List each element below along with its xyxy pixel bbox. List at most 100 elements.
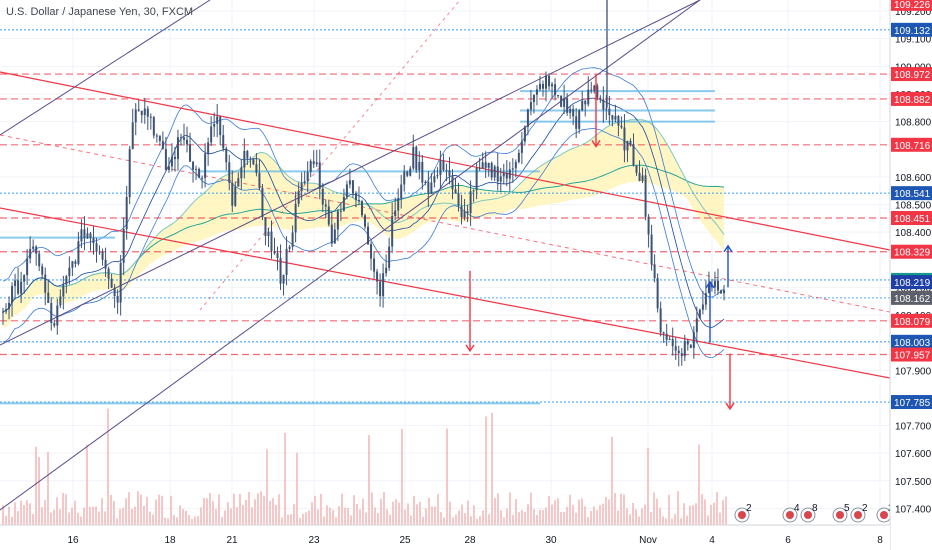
volume-bar [434, 506, 436, 525]
candle-body [330, 224, 333, 244]
candle-body [252, 159, 255, 165]
price-tag [891, 186, 932, 201]
candle-body [719, 290, 722, 294]
candle-body [23, 275, 26, 282]
event-markers: 248522 [734, 503, 894, 523]
candle-body [608, 108, 611, 116]
volume-bar [287, 514, 289, 525]
candle-body [219, 116, 222, 136]
candle-body [713, 280, 716, 288]
volume-bar [596, 510, 598, 525]
candle-body [581, 100, 584, 111]
candle-body [370, 244, 373, 259]
candle-body [327, 206, 330, 225]
volume-bar [137, 491, 139, 525]
volume-bar [95, 506, 97, 525]
candle-body [173, 156, 176, 160]
chart-title: U.S. Dollar / Japanese Yen, 30, FXCM [6, 6, 194, 18]
volume-bar [650, 512, 652, 525]
price-tick-label: 107.700 [895, 422, 932, 433]
candle-body [152, 117, 155, 136]
volume-bar [590, 511, 592, 525]
price-tag [891, 0, 932, 11]
candle-body [122, 229, 125, 263]
volume-bar [656, 498, 658, 525]
volume-bar [29, 503, 31, 525]
candle-body [119, 262, 122, 303]
candle-body [285, 248, 288, 275]
candle-body [692, 332, 695, 348]
volume-bar [323, 516, 325, 525]
volume-bar [92, 506, 94, 525]
volume-bar [476, 518, 478, 525]
volume-bar [251, 507, 253, 525]
candle-body [698, 309, 701, 319]
volume-bar [245, 500, 247, 525]
volume-bar [59, 509, 61, 525]
candle-body [306, 171, 309, 182]
arrows [465, 74, 735, 411]
candle-body [626, 140, 629, 151]
volume-bar [701, 494, 703, 525]
volume-bar [272, 497, 274, 525]
arrow-head-up [705, 280, 715, 289]
arrow-head-up [723, 244, 733, 253]
volume-bar [128, 492, 130, 525]
candle-body [339, 210, 342, 212]
volume-bar [452, 517, 454, 525]
volume-bar [80, 516, 82, 525]
candle-body [686, 340, 689, 345]
volume-bar [506, 508, 508, 525]
event-marker-count: 4 [794, 503, 800, 514]
volume-bar [605, 496, 607, 525]
volume-bar [365, 512, 367, 525]
candle-body [360, 201, 363, 216]
volume-bar [446, 428, 448, 525]
volume-bar [383, 491, 385, 525]
volume-bar [164, 517, 166, 525]
candle-body [523, 126, 526, 142]
volume-bar [404, 509, 406, 525]
candle-body [499, 176, 502, 182]
candle-body [487, 163, 490, 168]
candle-body [532, 94, 535, 103]
candle-body [569, 109, 572, 113]
candle-body [653, 264, 656, 279]
volume-bar [689, 505, 691, 525]
volume-bar [578, 499, 580, 525]
price-tag-label: 107.785 [894, 398, 931, 409]
volume-bar [533, 509, 535, 525]
candle-body [351, 180, 354, 194]
candle-body [508, 169, 511, 179]
volume-bar [329, 507, 331, 525]
volume-bar [560, 511, 562, 525]
volume-bar [638, 516, 640, 525]
price-tick-label: 109.100 [895, 35, 932, 46]
volume-bar [218, 494, 220, 525]
event-marker-count: 2 [862, 503, 868, 514]
candle-body [614, 116, 617, 120]
volume-bar [359, 509, 361, 525]
volume-bar [332, 509, 334, 525]
candle-body [345, 184, 348, 197]
volume-bar [458, 510, 460, 525]
candle-body [644, 175, 647, 217]
flag-icon [836, 511, 844, 519]
volume-bar [647, 447, 649, 525]
volume-bar [545, 507, 547, 525]
candle-body [128, 149, 131, 198]
candle-body [683, 340, 686, 357]
candle-body [388, 246, 391, 268]
candle-body [385, 267, 388, 274]
candle-body [436, 175, 439, 177]
candle-body [315, 162, 318, 165]
candle-body [391, 215, 394, 247]
price-tick-label: 108.600 [895, 173, 932, 184]
volume-bar [188, 515, 190, 525]
volume-bar [509, 492, 511, 525]
price-tag [891, 347, 932, 362]
volume-bar [215, 508, 217, 525]
candle-body [59, 296, 62, 306]
candle-body [575, 116, 578, 129]
